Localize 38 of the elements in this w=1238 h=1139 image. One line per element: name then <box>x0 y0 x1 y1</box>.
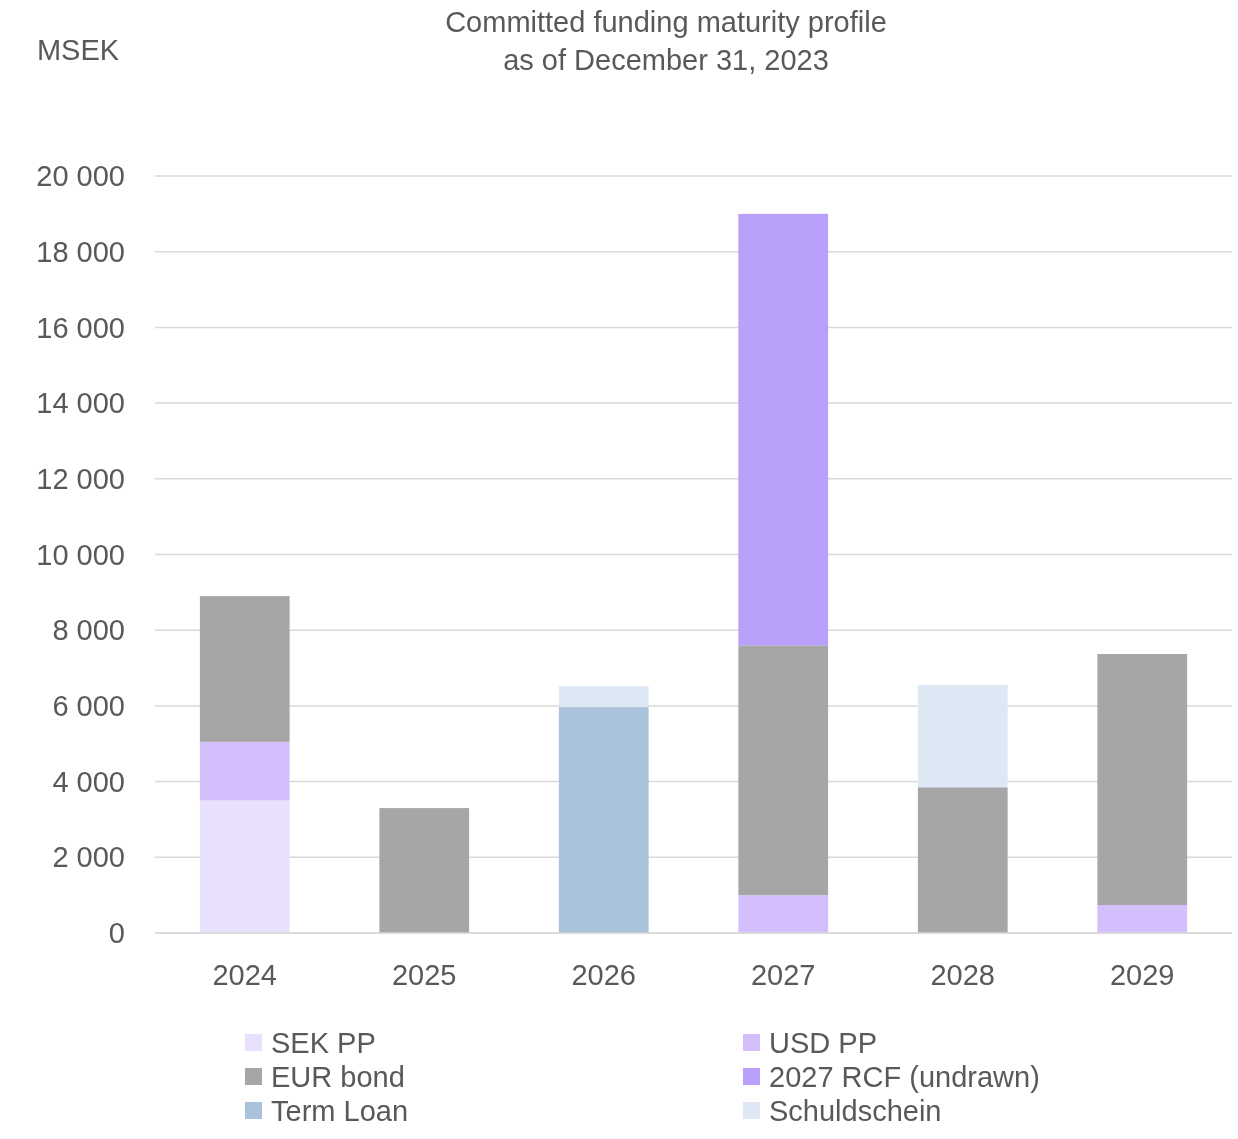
legend-label: Schuldschein <box>769 1095 942 1128</box>
y-tick-label: 16 000 <box>36 311 125 344</box>
x-tick-label: 2029 <box>1109 959 1175 991</box>
y-tick-label: 8 000 <box>52 614 125 647</box>
legend-label: Term Loan <box>271 1095 409 1128</box>
y-axis-title: MSEK <box>36 34 120 66</box>
bar <box>558 686 649 708</box>
legend-label: USD PP <box>769 1027 877 1060</box>
bar <box>738 213 829 646</box>
legend-label: 2027 RCF (undrawn) <box>769 1061 1040 1094</box>
bar <box>199 596 290 742</box>
bar <box>917 787 1008 933</box>
bar <box>1097 654 1188 905</box>
bar <box>917 685 1008 788</box>
x-tick-label: 2027 <box>750 959 816 991</box>
x-tick-label: 2024 <box>212 959 278 991</box>
y-tick-label: 18 000 <box>36 235 125 268</box>
y-tick-label: 0 <box>108 917 125 950</box>
y-tick-label: 14 000 <box>36 387 125 420</box>
y-tick-label: 2 000 <box>52 841 125 874</box>
legend-label: EUR bond <box>271 1061 405 1094</box>
y-tick-label: 20 000 <box>36 160 125 193</box>
bar <box>1097 904 1188 933</box>
y-tick-label: 10 000 <box>36 538 125 571</box>
y-tick-label: 12 000 <box>36 462 125 495</box>
x-tick-label: 2028 <box>930 959 996 991</box>
y-tick-label: 4 000 <box>52 765 125 798</box>
legend-label: SEK PP <box>271 1027 376 1060</box>
bar <box>558 707 649 933</box>
bar <box>379 808 470 933</box>
bar <box>199 800 290 933</box>
bar <box>738 645 829 896</box>
x-tick-label: 2025 <box>391 959 457 991</box>
x-tick-label: 2026 <box>571 959 637 991</box>
y-tick-label: 6 000 <box>52 690 125 723</box>
chart-title: Committed funding maturity profile as of December 31, 2023 <box>445 6 887 76</box>
bar <box>199 741 290 801</box>
bar <box>738 895 829 933</box>
